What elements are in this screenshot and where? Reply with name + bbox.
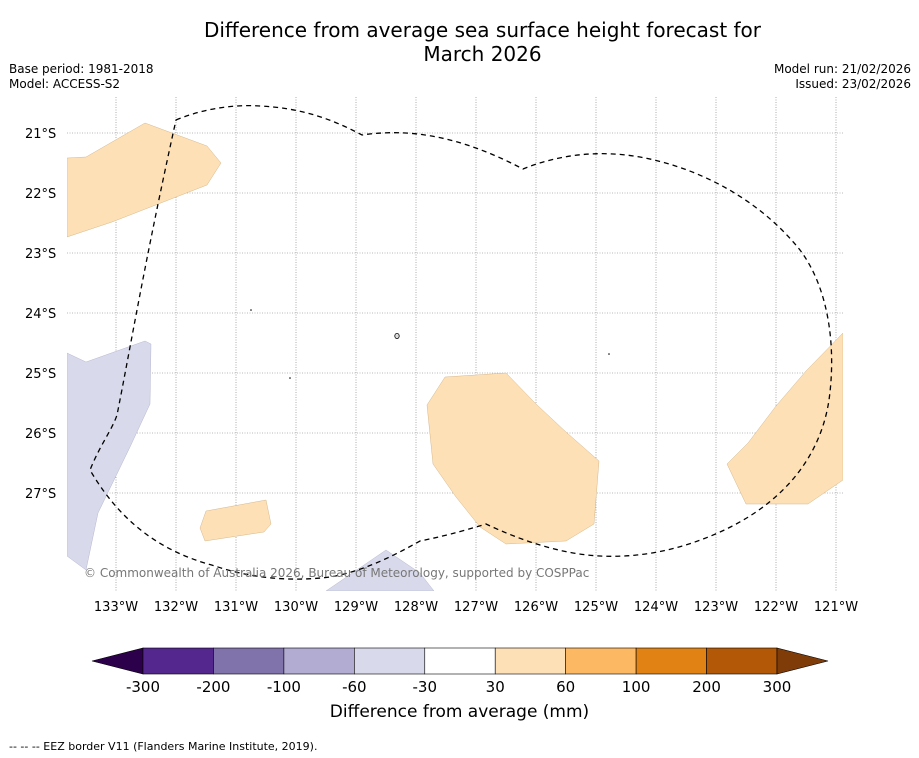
lat-label: 22°S xyxy=(25,187,56,202)
lon-label: 132°W xyxy=(154,600,198,615)
lat-label: 25°S xyxy=(25,367,56,382)
eez-border xyxy=(89,104,833,580)
lon-label: 129°W xyxy=(334,600,378,615)
map-area: © Commonwealth of Australia 2026, Bureau… xyxy=(67,97,843,591)
model-run: Model run: 21/02/2026 xyxy=(773,62,911,76)
issued-date: Issued: 23/02/2026 xyxy=(795,77,911,91)
chart-title: Difference from average sea surface heig… xyxy=(120,18,845,66)
colorbar-tick-label: 200 xyxy=(692,678,721,696)
lat-label: 21°S xyxy=(25,127,56,142)
lon-label: 122°W xyxy=(754,600,798,615)
colorbar-tick-label: -60 xyxy=(342,678,367,696)
lat-label: 26°S xyxy=(25,427,56,442)
anomaly-region-positive xyxy=(67,122,222,238)
colorbar-segments xyxy=(142,647,778,675)
colorbar-tick-label: -200 xyxy=(196,678,230,696)
model-name: Model: ACCESS-S2 xyxy=(9,77,121,91)
colorbar-tick-label: 30 xyxy=(486,678,505,696)
lat-labels: 21°S 22°S 23°S 24°S 25°S 26°S 27°S xyxy=(25,127,56,502)
island xyxy=(289,377,291,379)
lon-label: 133°W xyxy=(94,600,138,615)
colorbar-tick-label: 60 xyxy=(556,678,575,696)
colorbar: -300 -200 -100 -60 -30 30 60 100 200 300 xyxy=(91,647,829,696)
title-line-1: Difference from average sea surface heig… xyxy=(203,18,762,42)
lon-label: 130°W xyxy=(274,600,318,615)
anomaly-region-positive xyxy=(426,372,600,545)
lat-label: 27°S xyxy=(25,487,56,502)
eez-footnote: -- -- -- EEZ border V11 (Flanders Marine… xyxy=(9,740,318,753)
anomaly-region-negative xyxy=(67,340,152,571)
colorbar-title: Difference from average (mm) xyxy=(329,702,590,722)
island xyxy=(394,332,400,339)
colorbar-segment xyxy=(354,647,426,675)
lon-label: 131°W xyxy=(214,600,258,615)
meta-left: Base period: 1981-2018 Model: ACCESS-S2 xyxy=(9,62,154,92)
lat-label: 24°S xyxy=(25,307,56,322)
lon-label: 125°W xyxy=(574,600,618,615)
colorbar-ticks: -300 -200 -100 -60 -30 30 60 100 200 300 xyxy=(126,678,791,696)
colorbar-segment xyxy=(706,647,778,675)
colorbar-segment xyxy=(424,647,496,675)
island xyxy=(608,353,610,355)
colorbar-over-triangle xyxy=(776,647,829,675)
anomaly-region-negative xyxy=(325,549,435,591)
colorbar-tick-label: -100 xyxy=(267,678,301,696)
colorbar-segment xyxy=(635,647,707,675)
lon-label: 128°W xyxy=(394,600,438,615)
colorbar-segment xyxy=(283,647,355,675)
lon-label: 127°W xyxy=(454,600,498,615)
colorbar-segment xyxy=(213,647,285,675)
colorbar-segment xyxy=(565,647,637,675)
lon-labels: 133°W 132°W 131°W 130°W 129°W 128°W 127°… xyxy=(94,600,858,615)
lon-label: 124°W xyxy=(634,600,678,615)
colorbar-segment xyxy=(494,647,566,675)
island xyxy=(250,309,252,311)
lat-label: 23°S xyxy=(25,247,56,262)
colorbar-segment xyxy=(142,647,214,675)
colorbar-tick-label: -30 xyxy=(413,678,438,696)
lon-label: 126°W xyxy=(514,600,558,615)
title-line-2: March 2026 xyxy=(423,42,542,66)
colorbar-under-triangle xyxy=(91,647,144,675)
meta-right: Model run: 21/02/2026 Issued: 23/02/2026 xyxy=(774,62,911,92)
colorbar-tick-label: 300 xyxy=(763,678,792,696)
anomaly-region-positive xyxy=(199,499,272,542)
copyright-text: © Commonwealth of Australia 2026, Bureau… xyxy=(84,566,589,580)
anomaly-region-positive xyxy=(726,332,843,505)
lon-label: 121°W xyxy=(814,600,858,615)
lon-label: 123°W xyxy=(694,600,738,615)
base-period: Base period: 1981-2018 xyxy=(9,62,154,76)
colorbar-tick-label: -300 xyxy=(126,678,160,696)
colorbar-tick-label: 100 xyxy=(622,678,651,696)
